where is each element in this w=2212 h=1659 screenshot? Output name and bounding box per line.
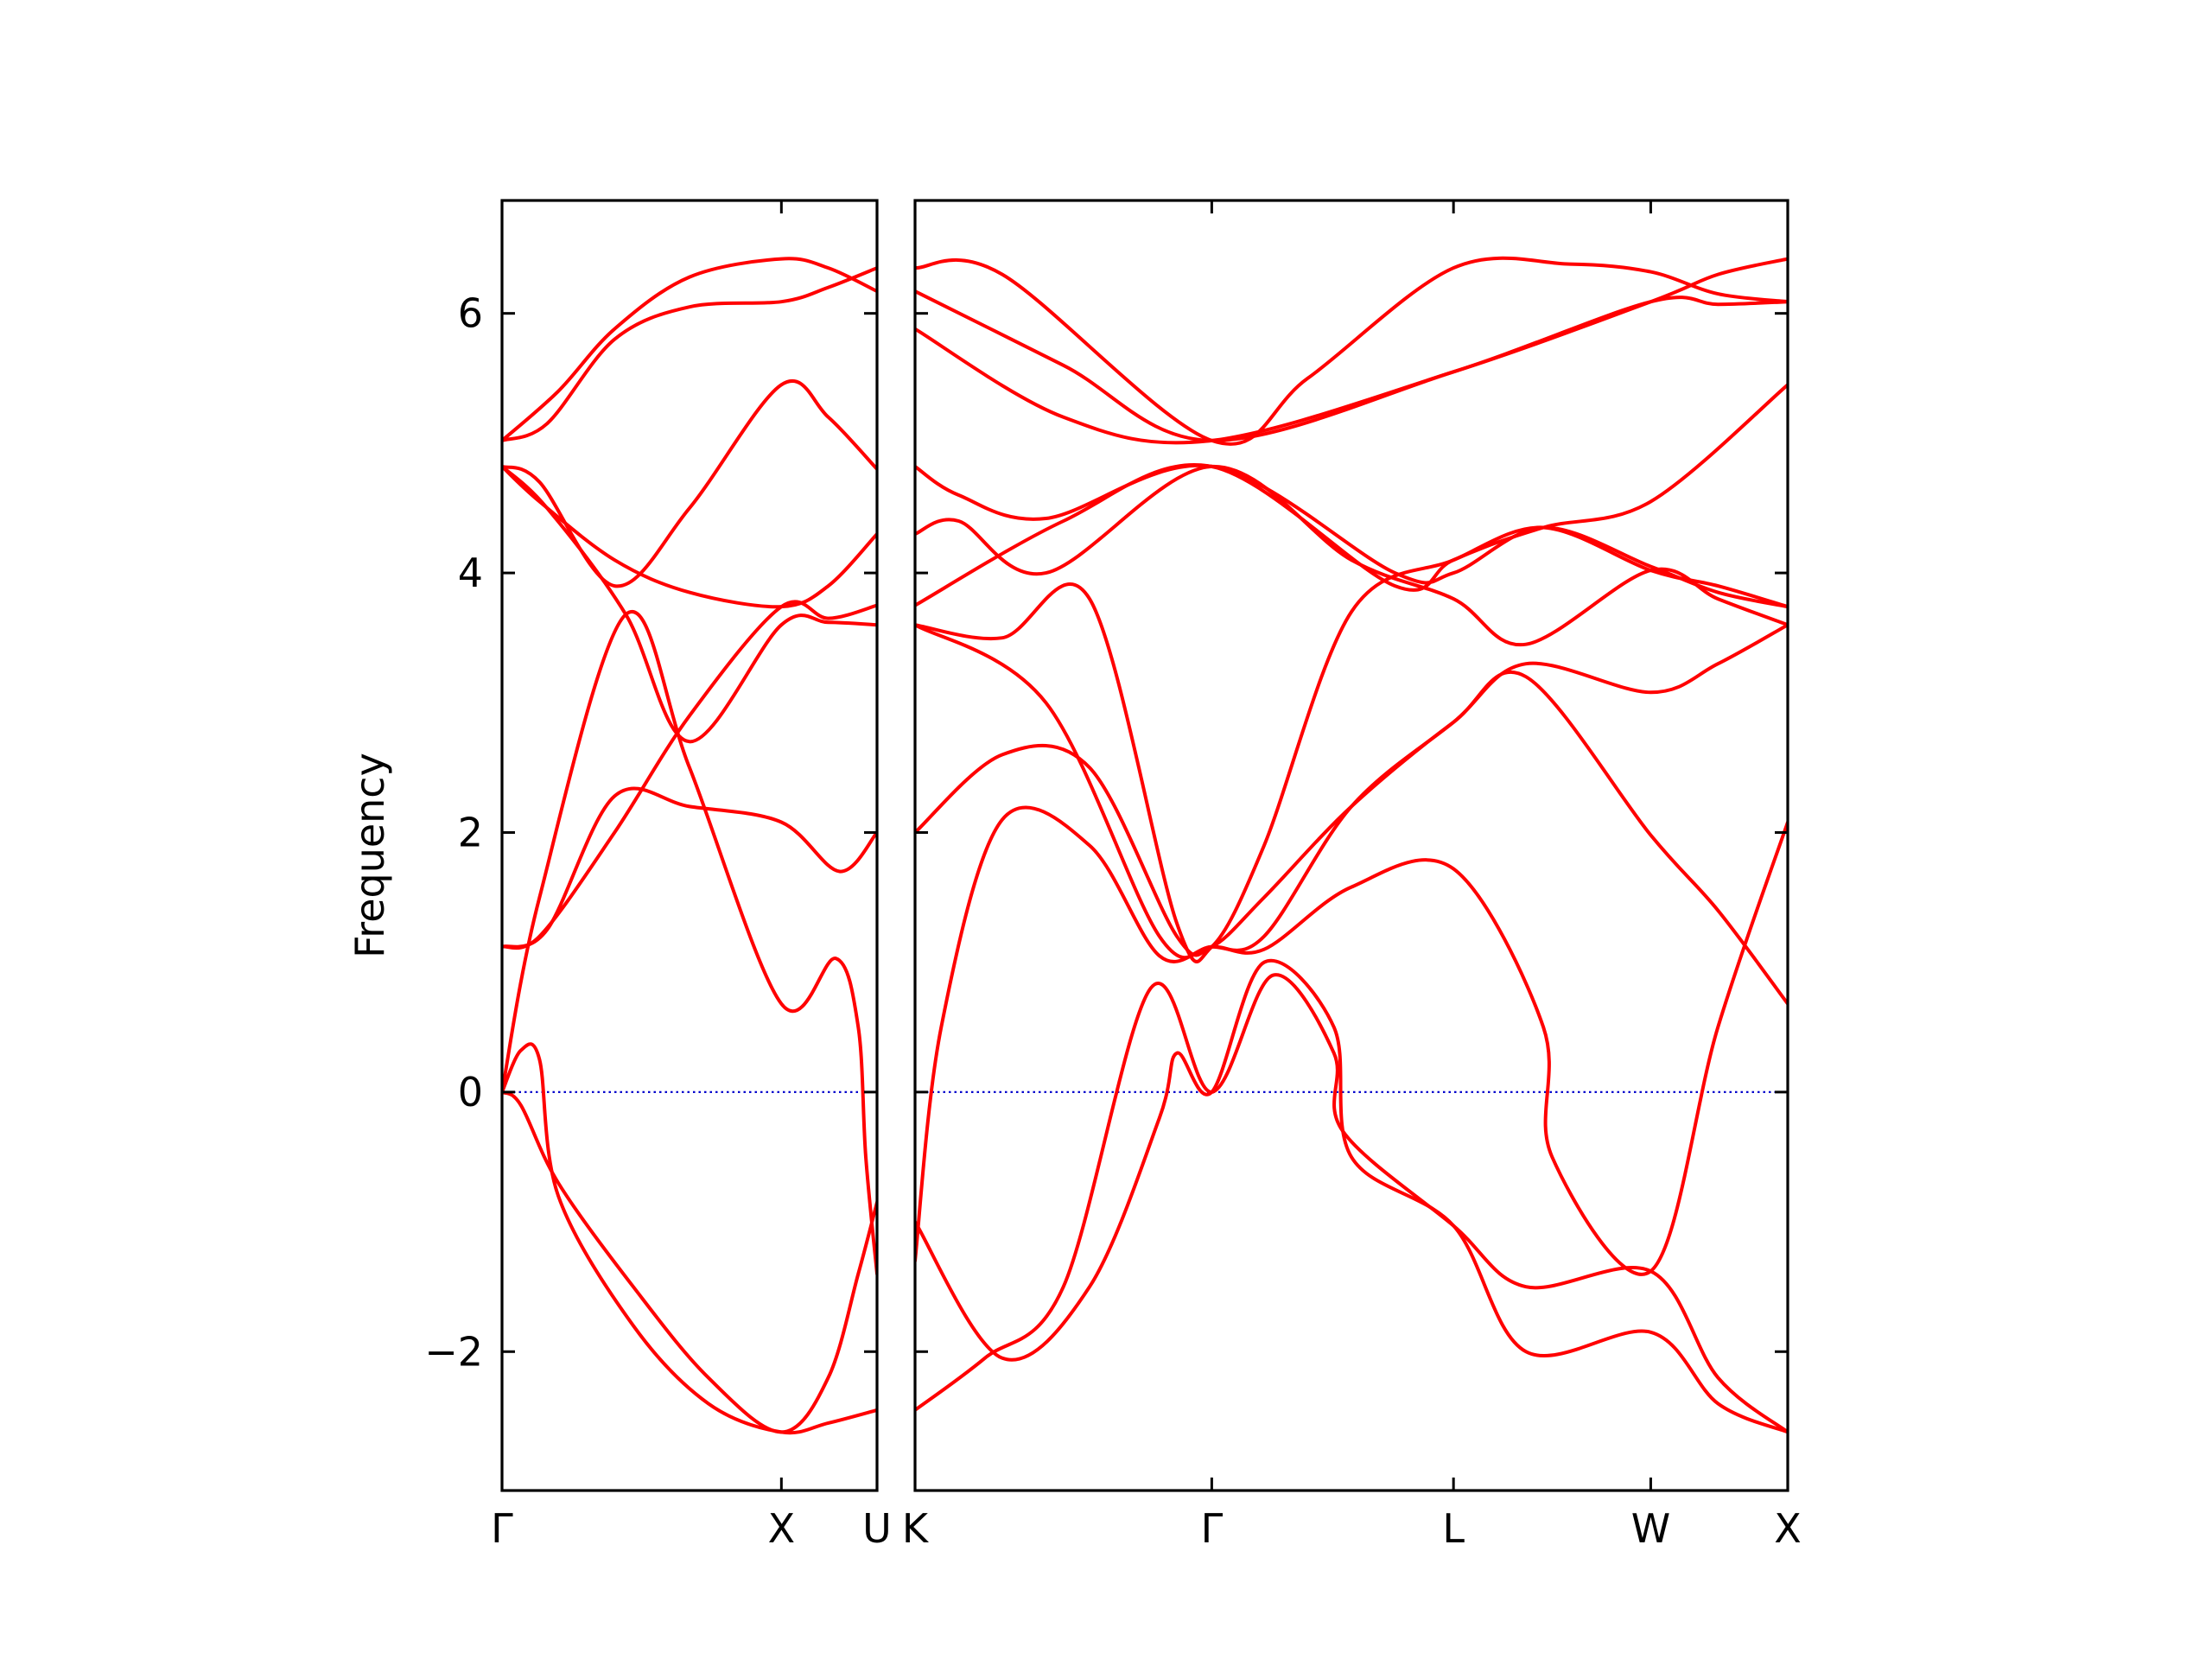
band-line-8 (502, 610, 877, 1276)
x-tick-label: L (1442, 1505, 1465, 1552)
plot-frame (500, 199, 879, 1492)
band-line-7 (502, 786, 877, 949)
band-line-9 (502, 1042, 877, 1435)
band-line-2 (502, 266, 877, 442)
y-tick-label: −2 (424, 1328, 483, 1375)
band-line-1 (915, 256, 1788, 446)
x-tick-label: U (862, 1505, 892, 1552)
x-tick-label: Γ (1201, 1505, 1224, 1552)
y-axis-label: Frequency (346, 753, 393, 958)
x-tick-label: K (902, 1505, 930, 1552)
band-group (915, 256, 1788, 1434)
band-line-3 (915, 296, 1788, 445)
band-line-4 (502, 378, 877, 588)
band-line-6 (502, 600, 877, 950)
band-line-4 (915, 463, 1788, 609)
plot-frame (913, 199, 1789, 1492)
band-line-5 (502, 464, 877, 744)
x-tick-label: X (768, 1505, 796, 1552)
x-tick-label: W (1631, 1505, 1670, 1552)
y-tick-label: 4 (458, 550, 483, 596)
y-tick-label: 0 (458, 1069, 483, 1116)
y-tick-label: 6 (458, 290, 483, 337)
band-group (502, 257, 877, 1435)
band-line-2 (915, 257, 1788, 442)
x-tick-label: Γ (491, 1505, 513, 1552)
band-line-10 (502, 1090, 877, 1434)
band-line-12 (915, 958, 1788, 1434)
band-line-1 (502, 257, 877, 442)
band-line-10 (915, 805, 1788, 1276)
band-line-8 (915, 623, 1788, 960)
band-line-9 (915, 670, 1788, 1006)
y-tick-label: 2 (458, 809, 483, 855)
band-line-7 (915, 383, 1788, 963)
panels: −2 0 2 4 6 Γ X U K Γ L W X (424, 199, 1802, 1552)
panel-1: −2 0 2 4 6 Γ X U (424, 199, 892, 1552)
x-tick-label: X (1774, 1505, 1802, 1552)
band-line-6 (915, 462, 1788, 609)
band-line-3 (502, 464, 877, 609)
band-line-11 (915, 973, 1788, 1434)
band-line-5 (915, 464, 1788, 647)
